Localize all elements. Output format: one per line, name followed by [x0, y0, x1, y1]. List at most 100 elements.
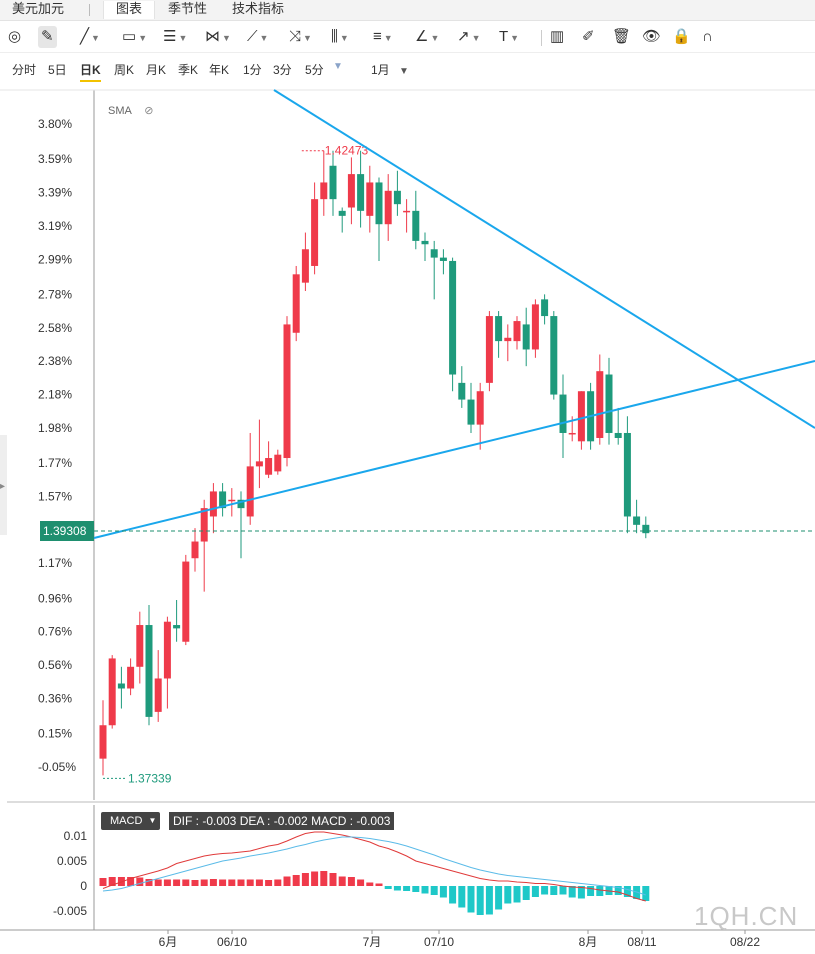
tool-caret-icon[interactable]: ▼ — [471, 33, 481, 43]
period-10[interactable]: 5分 — [305, 63, 324, 77]
period-6[interactable]: 季K — [178, 63, 199, 77]
macd-histogram-bar — [292, 875, 300, 886]
tool-caret-icon[interactable]: ▼ — [383, 33, 393, 43]
macd-y-tick-label: -0.005 — [53, 904, 87, 918]
edit-icon[interactable]: ✐ — [582, 28, 595, 45]
arrow-tool-icon[interactable]: ↗ ▼ — [457, 28, 481, 45]
candle-body — [154, 678, 162, 712]
eye-hidden-icon[interactable]: ⊘ — [144, 105, 154, 117]
macd-histogram-bar — [320, 871, 328, 886]
candle — [642, 516, 650, 539]
tab-seasonality[interactable]: 季节性 — [168, 1, 208, 16]
eye-icon[interactable]: 👁 — [642, 28, 662, 45]
period-4[interactable]: 周K — [114, 63, 135, 77]
period-9[interactable]: 3分 — [273, 63, 292, 77]
last-price-tag: 1.39308 — [40, 521, 94, 541]
period-7[interactable]: 年K — [209, 63, 230, 77]
candle-body — [623, 432, 631, 517]
macd-histogram-bar — [541, 886, 549, 895]
tab-symbol[interactable]: 美元加元 — [12, 1, 65, 16]
macd-histogram-bar — [568, 886, 576, 898]
parallel-channel-icon[interactable]: ☰ ▼ — [163, 28, 188, 45]
pencil-edit-icon[interactable]: ✎ — [38, 26, 57, 48]
fibonacci-tool-icon[interactable]: ⟋ ▼ — [247, 28, 269, 45]
chevron-down-icon: ▼ — [399, 66, 409, 77]
macd-histogram-bar — [357, 879, 365, 886]
macd-histogram-bar — [531, 886, 539, 897]
macd-histogram-bar — [495, 886, 503, 910]
period-more-caret-icon[interactable]: ▼ — [333, 61, 343, 72]
lock-icon[interactable]: 🔒 — [672, 28, 691, 45]
indicator-legend[interactable]: SMA ⊘ — [108, 104, 154, 117]
side-collapse-arrow-icon: ▸ — [0, 481, 5, 492]
candle — [320, 150, 328, 216]
macd-indicator-select[interactable]: MACD ▼ — [101, 812, 161, 830]
tool-caret-icon[interactable]: ▼ — [259, 33, 269, 43]
magnet-icon[interactable]: ◎ — [8, 28, 22, 45]
candle-body — [338, 210, 346, 216]
candle-body — [504, 337, 512, 342]
candle-body — [522, 324, 530, 350]
y-axis-tick-label: 0.15% — [38, 727, 72, 741]
candle — [265, 441, 273, 479]
period-5[interactable]: 月K — [146, 63, 167, 77]
candle — [366, 165, 374, 233]
gann-tool-icon[interactable]: ⤨ ▼ — [289, 28, 312, 45]
macd-histogram-bar — [338, 876, 346, 886]
candle-body — [476, 391, 484, 425]
tab-chart[interactable]: 图表 — [103, 1, 155, 19]
candle-body — [347, 174, 355, 208]
macd-histogram-bar — [209, 879, 217, 886]
tool-caret-icon[interactable]: ▼ — [303, 33, 312, 43]
period-3[interactable]: 日K — [80, 61, 101, 82]
candle-body — [559, 394, 567, 433]
candle-body — [642, 524, 650, 534]
candle — [596, 354, 604, 445]
magnet-snap-icon[interactable]: ∩ — [702, 28, 713, 45]
low-label: 1.37339 — [128, 771, 172, 785]
period-1[interactable]: 分时 — [12, 63, 37, 77]
tool-caret-icon[interactable]: ▼ — [222, 33, 231, 43]
macd-histogram-bar — [265, 880, 273, 886]
candle-body — [246, 466, 254, 517]
candle — [255, 419, 263, 489]
drawing-toolbar: ◎ ✎ ╱ ▼ ▭ ▼ ☰ ▼ ⋈ ▼ ⟋ ▼ ⤨ ▼ ⫼ ▼ ≡ ▼ ∠ ▼ ↗ ▼ T ▼ ▥ ✐ 🗑 👁 🔒 ∩ — [0, 22, 815, 53]
macd-histogram-bar — [99, 878, 107, 886]
tool-caret-icon[interactable]: ▼ — [178, 33, 188, 43]
bar-chart-icon[interactable]: ▥ — [550, 28, 565, 45]
candle — [274, 449, 282, 475]
pattern-tool-icon[interactable]: ⋈ ▼ — [205, 28, 231, 45]
period-2[interactable]: 5日 — [48, 63, 67, 77]
tool-caret-icon[interactable]: ▼ — [510, 33, 520, 43]
macd-histogram-bar — [504, 886, 512, 904]
candle-body — [209, 491, 217, 517]
candle-body — [265, 458, 273, 475]
macd-histogram-bar — [522, 886, 530, 900]
tool-caret-icon[interactable]: ▼ — [339, 33, 349, 43]
candle-body — [384, 190, 392, 225]
line-tool-icon[interactable]: ╱ ▼ — [80, 28, 100, 45]
text-tool-icon[interactable]: T ▼ — [499, 28, 520, 45]
range-select[interactable]: 1月 ▼ — [371, 61, 409, 78]
x-axis-tick-label: 07/10 — [424, 935, 454, 949]
tool-caret-icon[interactable]: ▼ — [138, 33, 148, 43]
trash-icon[interactable]: 🗑 — [612, 28, 632, 45]
y-axis-tick-label: 0.36% — [38, 692, 72, 706]
candle — [614, 407, 622, 445]
candle — [375, 177, 383, 261]
candle-body — [255, 461, 263, 467]
period-8[interactable]: 1分 — [243, 63, 262, 77]
macd-histogram-bar — [311, 871, 319, 886]
rectangle-tool-icon[interactable]: ▭ ▼ — [122, 28, 148, 45]
macd-histogram-bar — [108, 877, 116, 886]
pitchfork-tool-icon[interactable]: ⫼ ▼ — [331, 28, 349, 45]
candle — [522, 307, 530, 367]
tool-caret-icon[interactable]: ▼ — [91, 33, 100, 43]
tab-indicators[interactable]: 技术指标 — [232, 1, 285, 16]
candle — [403, 199, 411, 233]
macd-histogram-bar — [191, 880, 199, 886]
tool-caret-icon[interactable]: ▼ — [430, 33, 440, 43]
measure-tool-icon[interactable]: ≡ ▼ — [373, 28, 393, 45]
brush-tool-icon[interactable]: ∠ ▼ — [415, 28, 440, 45]
